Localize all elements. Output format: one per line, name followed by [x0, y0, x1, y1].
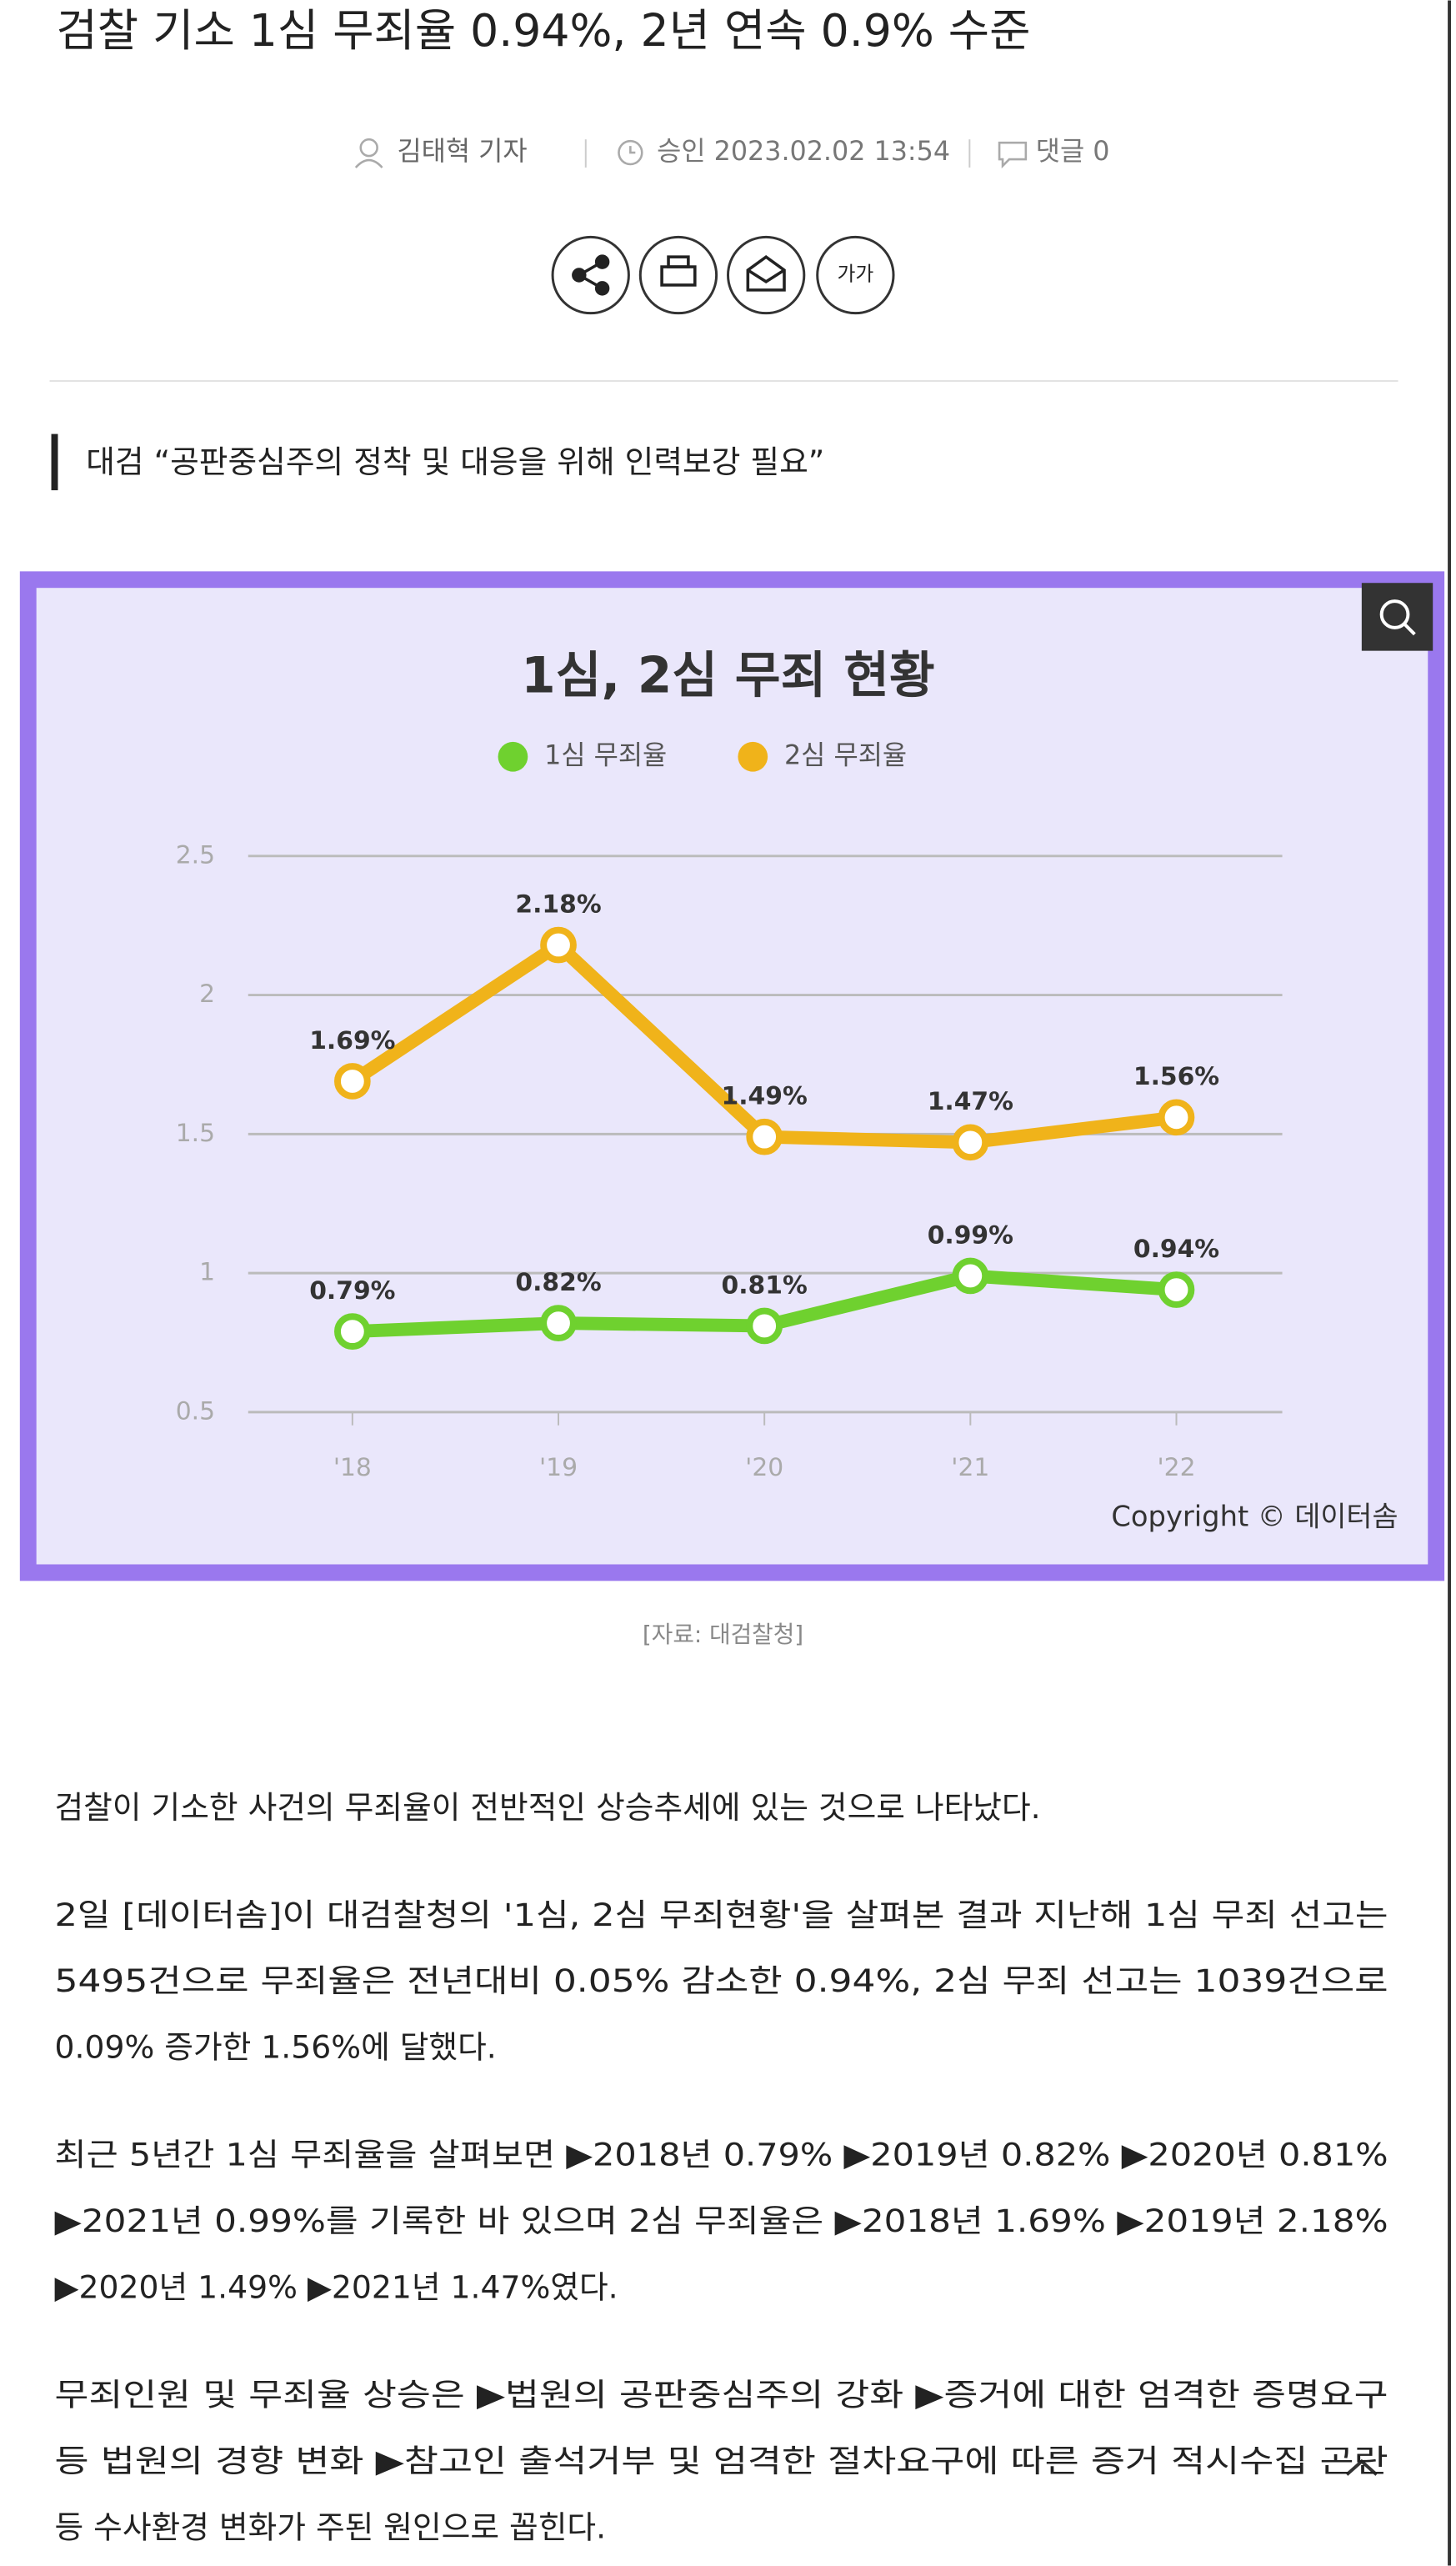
copyright: Copyright © 데이터솜	[1111, 1500, 1398, 1532]
data-label: 0.94%	[1133, 1235, 1219, 1264]
tool-icons	[572, 254, 786, 296]
body-text: 등 법원의 경향 변화 ▶참고인 출석거부 및 엄격한 절차요구에 따른 증거 …	[55, 2443, 1388, 2479]
y-tick-label: 0.5	[176, 1396, 215, 1426]
chart-frame	[19, 571, 1445, 1581]
data-label: 0.99%	[928, 1220, 1013, 1250]
data-label: 0.82%	[515, 1268, 601, 1297]
legend-marker	[738, 741, 768, 772]
legend-label: 1심 무죄율	[544, 741, 667, 771]
data-label: 1.56%	[1133, 1062, 1219, 1091]
zoom-button[interactable]	[1361, 583, 1433, 651]
x-tick-label: '20	[745, 1453, 783, 1482]
x-tick-label: '18	[333, 1453, 372, 1482]
data-label: 0.81%	[722, 1270, 808, 1300]
data-label: 0.79%	[309, 1276, 395, 1306]
body-text: 5495건으로 무죄율은 전년대비 0.05% 감소한 0.94%, 2심 무죄…	[55, 1962, 1388, 1999]
x-tick-label: '19	[539, 1453, 578, 1482]
data-point	[1158, 1099, 1195, 1136]
data-point	[952, 1124, 989, 1161]
data-label: 2.18%	[515, 890, 601, 919]
data-label: 1.49%	[722, 1082, 808, 1111]
body-text: ▶2020년 1.49% ▶2021년 1.47%였다.	[55, 2269, 618, 2306]
body-text: 최근 5년간 1심 무죄율을 살펴보면 ▶2018년 0.79% ▶2019년 …	[55, 2137, 1388, 2173]
subtitle-bar	[51, 434, 58, 491]
tool-buttons[interactable]	[551, 235, 895, 315]
data-point	[746, 1118, 783, 1155]
y-tick-label: 1.5	[176, 1119, 215, 1148]
legend-marker	[498, 741, 528, 772]
article-title: 검찰 기소 1심 무죄율 0.94%, 2년 연속 0.9% 수준	[56, 4, 1030, 57]
body-text: 검찰이 기소한 사건의 무죄율이 전반적인 상승추세에 있는 것으로 나타났다.	[55, 1789, 1041, 1826]
reporter[interactable]: 김태혁 기자	[397, 137, 527, 167]
data-point	[540, 1305, 577, 1341]
subtitle: 대검 “공판중심주의 정착 및 대응을 위해 인력보강 필요”	[86, 444, 824, 480]
x-tick-label: '21	[951, 1453, 989, 1482]
body-text: 2일 [데이터솜]이 대검찰청의 '1심, 2심 무죄현황'을 살펴본 결과 지…	[55, 1897, 1388, 1933]
legend-label: 2심 무죄율	[784, 741, 907, 771]
body-text: 무죄인원 및 무죄율 상승은 ▶법원의 공판중심주의 강화 ▶증거에 대한 엄격…	[55, 2377, 1388, 2413]
y-tick-label: 2	[199, 980, 215, 1009]
data-label: 1.47%	[928, 1087, 1013, 1116]
data-point	[746, 1307, 783, 1345]
body-text: 0.09% 증가한 1.56%에 달했다.	[55, 2029, 497, 2066]
y-tick-label: 1	[199, 1258, 215, 1287]
y-tick-label: 2.5	[176, 840, 215, 870]
byline-icons	[354, 138, 1028, 169]
font-size-button[interactable]: 가가	[837, 262, 873, 285]
x-tick-label: '22	[1157, 1453, 1195, 1482]
comments[interactable]: 댓글 0	[1036, 137, 1110, 167]
data-label: 1.69%	[309, 1026, 395, 1055]
chart-title: 1심, 2심 무죄 현황	[521, 648, 934, 705]
data-point	[952, 1257, 989, 1295]
caption: [자료: 대검찰청]	[643, 1621, 803, 1648]
scroll-top-button[interactable]	[1345, 2458, 1378, 2476]
body-text: 등 수사환경 변화가 주된 원인으로 꼽힌다.	[55, 2508, 607, 2545]
data-point	[540, 926, 577, 964]
data-point	[334, 1063, 371, 1100]
approved-date: 승인 2023.02.02 13:54	[657, 137, 950, 167]
data-point	[334, 1313, 371, 1350]
body-text: ▶2021년 0.99%를 기록한 바 있으며 2심 무죄율은 ▶2018년 1…	[55, 2203, 1388, 2239]
data-point	[1158, 1271, 1195, 1308]
